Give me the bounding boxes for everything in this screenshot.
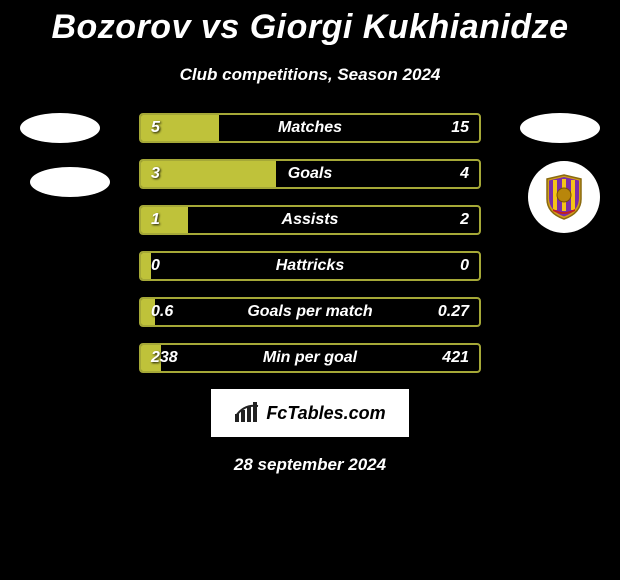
date-label: 28 september 2024 — [0, 455, 620, 475]
player-left-badge-2 — [30, 167, 110, 197]
bar-label: Goals — [141, 161, 479, 187]
club-shield-icon — [543, 173, 585, 221]
brand-chart-icon — [234, 402, 260, 424]
bar-row: 0Hattricks0 — [139, 251, 481, 281]
bar-label: Min per goal — [141, 345, 479, 371]
brand-text: FcTables.com — [266, 403, 385, 424]
bar-right-value: 4 — [460, 161, 469, 187]
bar-row: 238Min per goal421 — [139, 343, 481, 373]
bar-right-value: 0.27 — [438, 299, 469, 325]
bar-label: Goals per match — [141, 299, 479, 325]
player-right-club-badge — [528, 161, 600, 233]
bar-row: 3Goals4 — [139, 159, 481, 189]
comparison-content: 5Matches15 3Goals4 1Assists2 0Hattricks0 0.6… — [0, 113, 620, 373]
player-right-badge-1 — [520, 113, 600, 143]
bar-right-value: 421 — [442, 345, 469, 371]
bar-label: Hattricks — [141, 253, 479, 279]
bar-right-value: 2 — [460, 207, 469, 233]
bar-row: 1Assists2 — [139, 205, 481, 235]
bar-label: Assists — [141, 207, 479, 233]
bar-right-value: 0 — [460, 253, 469, 279]
page-title: Bozorov vs Giorgi Kukhianidze — [0, 0, 620, 47]
bar-row: 0.6Goals per match0.27 — [139, 297, 481, 327]
bar-row: 5Matches15 — [139, 113, 481, 143]
brand-box: FcTables.com — [211, 389, 409, 437]
comparison-bars: 5Matches15 3Goals4 1Assists2 0Hattricks0 0.6… — [139, 113, 481, 373]
bar-right-value: 15 — [451, 115, 469, 141]
player-left-badge-1 — [20, 113, 100, 143]
subtitle: Club competitions, Season 2024 — [0, 65, 620, 85]
bar-label: Matches — [141, 115, 479, 141]
